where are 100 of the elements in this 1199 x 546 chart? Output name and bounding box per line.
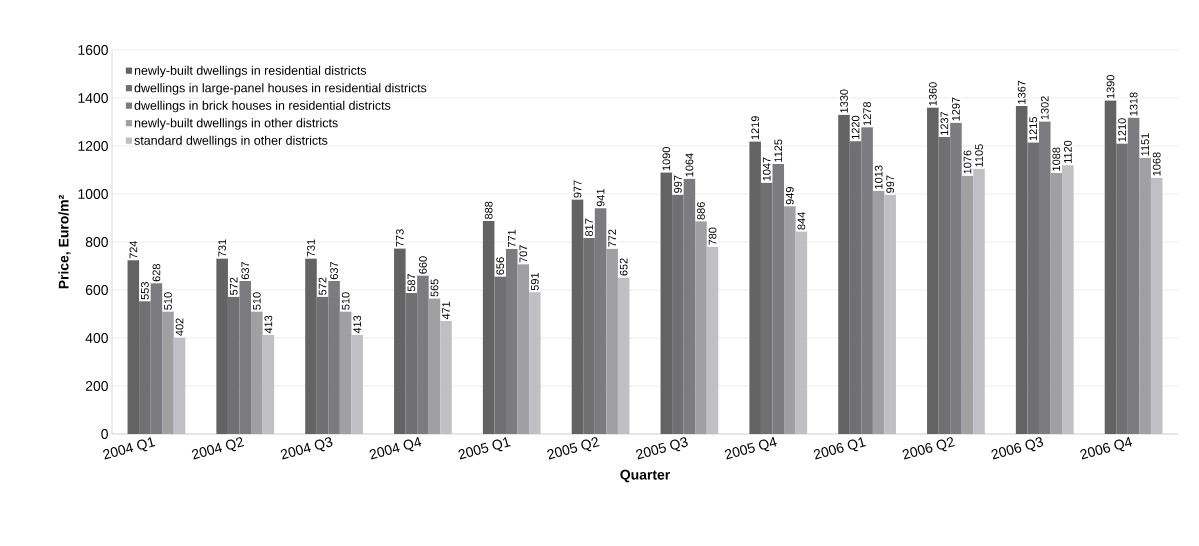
- bar: [262, 334, 275, 434]
- legend-label: newly-built dwellings in other districts: [134, 118, 338, 130]
- data-label: 471: [442, 301, 450, 320]
- data-label: 817: [585, 218, 593, 237]
- data-label: 1237: [940, 111, 949, 135]
- data-label: 1210: [1118, 118, 1126, 142]
- data-label: 1151: [1141, 133, 1149, 156]
- bar: [440, 320, 452, 434]
- data-label: 1278: [863, 101, 871, 126]
- bar: [1050, 172, 1063, 434]
- bar: [1150, 177, 1163, 434]
- data-label: 1120: [1063, 140, 1072, 163]
- legend-label: newly-built dwellings in residential districts: [134, 65, 367, 78]
- data-label: 773: [395, 229, 404, 247]
- data-label: 1090: [662, 147, 671, 171]
- data-label: 997: [674, 175, 682, 193]
- bar: [216, 258, 228, 434]
- bar: [505, 248, 518, 434]
- x-tick-label: 2005 Q3: [636, 437, 688, 460]
- bar: [617, 277, 630, 434]
- bar: [127, 260, 140, 434]
- data-label: 1367: [1017, 80, 1026, 104]
- y-tick-label: 600: [85, 285, 108, 295]
- bar: [795, 231, 808, 434]
- data-label: 1013: [874, 165, 883, 189]
- data-label: 628: [152, 264, 161, 282]
- bar: [749, 141, 761, 434]
- data-label: 1105: [975, 144, 983, 167]
- data-label: 941: [596, 189, 605, 207]
- data-label: 1297: [952, 97, 960, 121]
- data-label: 1068: [1152, 152, 1161, 176]
- y-tick-label: 800: [85, 237, 108, 247]
- data-label: 997: [886, 175, 895, 193]
- data-label: 844: [797, 212, 806, 230]
- data-label: 1088: [1052, 147, 1061, 171]
- data-label: 731: [218, 239, 227, 257]
- data-label: 1219: [751, 116, 760, 140]
- x-tick-label: 2006 Q1: [813, 437, 866, 460]
- x-tick-label: 2006 Q3: [991, 437, 1044, 460]
- x-axis-title: Quarter: [620, 469, 670, 483]
- x-tick-label: 2005 Q1: [458, 437, 511, 460]
- data-label: 1076: [963, 150, 972, 174]
- bar: [162, 311, 174, 434]
- y-tick-label: 1000: [78, 189, 108, 199]
- y-tick-label: 1600: [78, 45, 108, 55]
- data-label: 731: [307, 239, 315, 257]
- x-tick-label: 2004 Q3: [280, 437, 333, 460]
- data-label: 1390: [1106, 75, 1115, 99]
- data-label: 780: [708, 227, 717, 245]
- data-label: 1215: [1029, 117, 1038, 141]
- bar: [239, 281, 252, 434]
- x-tick-label: 2005 Q4: [724, 436, 777, 460]
- data-label: 949: [785, 187, 794, 205]
- y-tick-label: 1200: [78, 141, 108, 151]
- bar: [938, 137, 951, 434]
- data-label: 724: [129, 240, 138, 259]
- bar: [583, 237, 595, 434]
- bar: [1116, 143, 1128, 434]
- data-label: 1220: [851, 115, 860, 139]
- bar: [594, 208, 607, 434]
- data-label: 1318: [1129, 92, 1138, 116]
- data-label: 510: [252, 292, 261, 310]
- data-label: 413: [264, 315, 273, 334]
- data-label: 1125: [774, 139, 783, 162]
- x-tick-label: 2005 Q2: [547, 437, 600, 460]
- bar: [417, 275, 429, 434]
- data-label: 1064: [685, 153, 694, 177]
- bar: [494, 276, 506, 434]
- bar: [1027, 142, 1039, 434]
- data-label: 772: [608, 229, 616, 247]
- bar: [1038, 121, 1051, 434]
- bar: [351, 334, 363, 434]
- y-tick-label: 1400: [78, 93, 108, 103]
- bar: [784, 206, 796, 434]
- data-label: 652: [619, 258, 628, 276]
- bar: [482, 220, 495, 434]
- bar: [339, 311, 352, 434]
- y-tick-label: 0: [101, 429, 108, 439]
- bar: [950, 122, 962, 434]
- bar: [973, 168, 985, 434]
- data-label: 572: [318, 277, 327, 295]
- y-tick-label: 400: [85, 333, 108, 343]
- bar: [760, 182, 773, 434]
- bar: [849, 141, 862, 434]
- data-label: 510: [341, 292, 350, 310]
- data-label: 413: [353, 315, 362, 334]
- bar: [660, 172, 673, 434]
- data-label: 572: [229, 277, 238, 295]
- data-label: 886: [697, 202, 705, 220]
- bar: [305, 258, 317, 434]
- bar: [861, 127, 873, 434]
- x-tick-label: 2006 Q4: [1080, 436, 1133, 460]
- bar: [884, 194, 896, 434]
- bar: [695, 221, 707, 434]
- bar: [872, 190, 885, 434]
- data-label: 771: [507, 229, 516, 247]
- bar: [150, 283, 163, 434]
- bar: [251, 311, 263, 434]
- legend-label: dwellings in large-panel houses in residential districts: [134, 83, 427, 95]
- data-label: 587: [407, 273, 416, 292]
